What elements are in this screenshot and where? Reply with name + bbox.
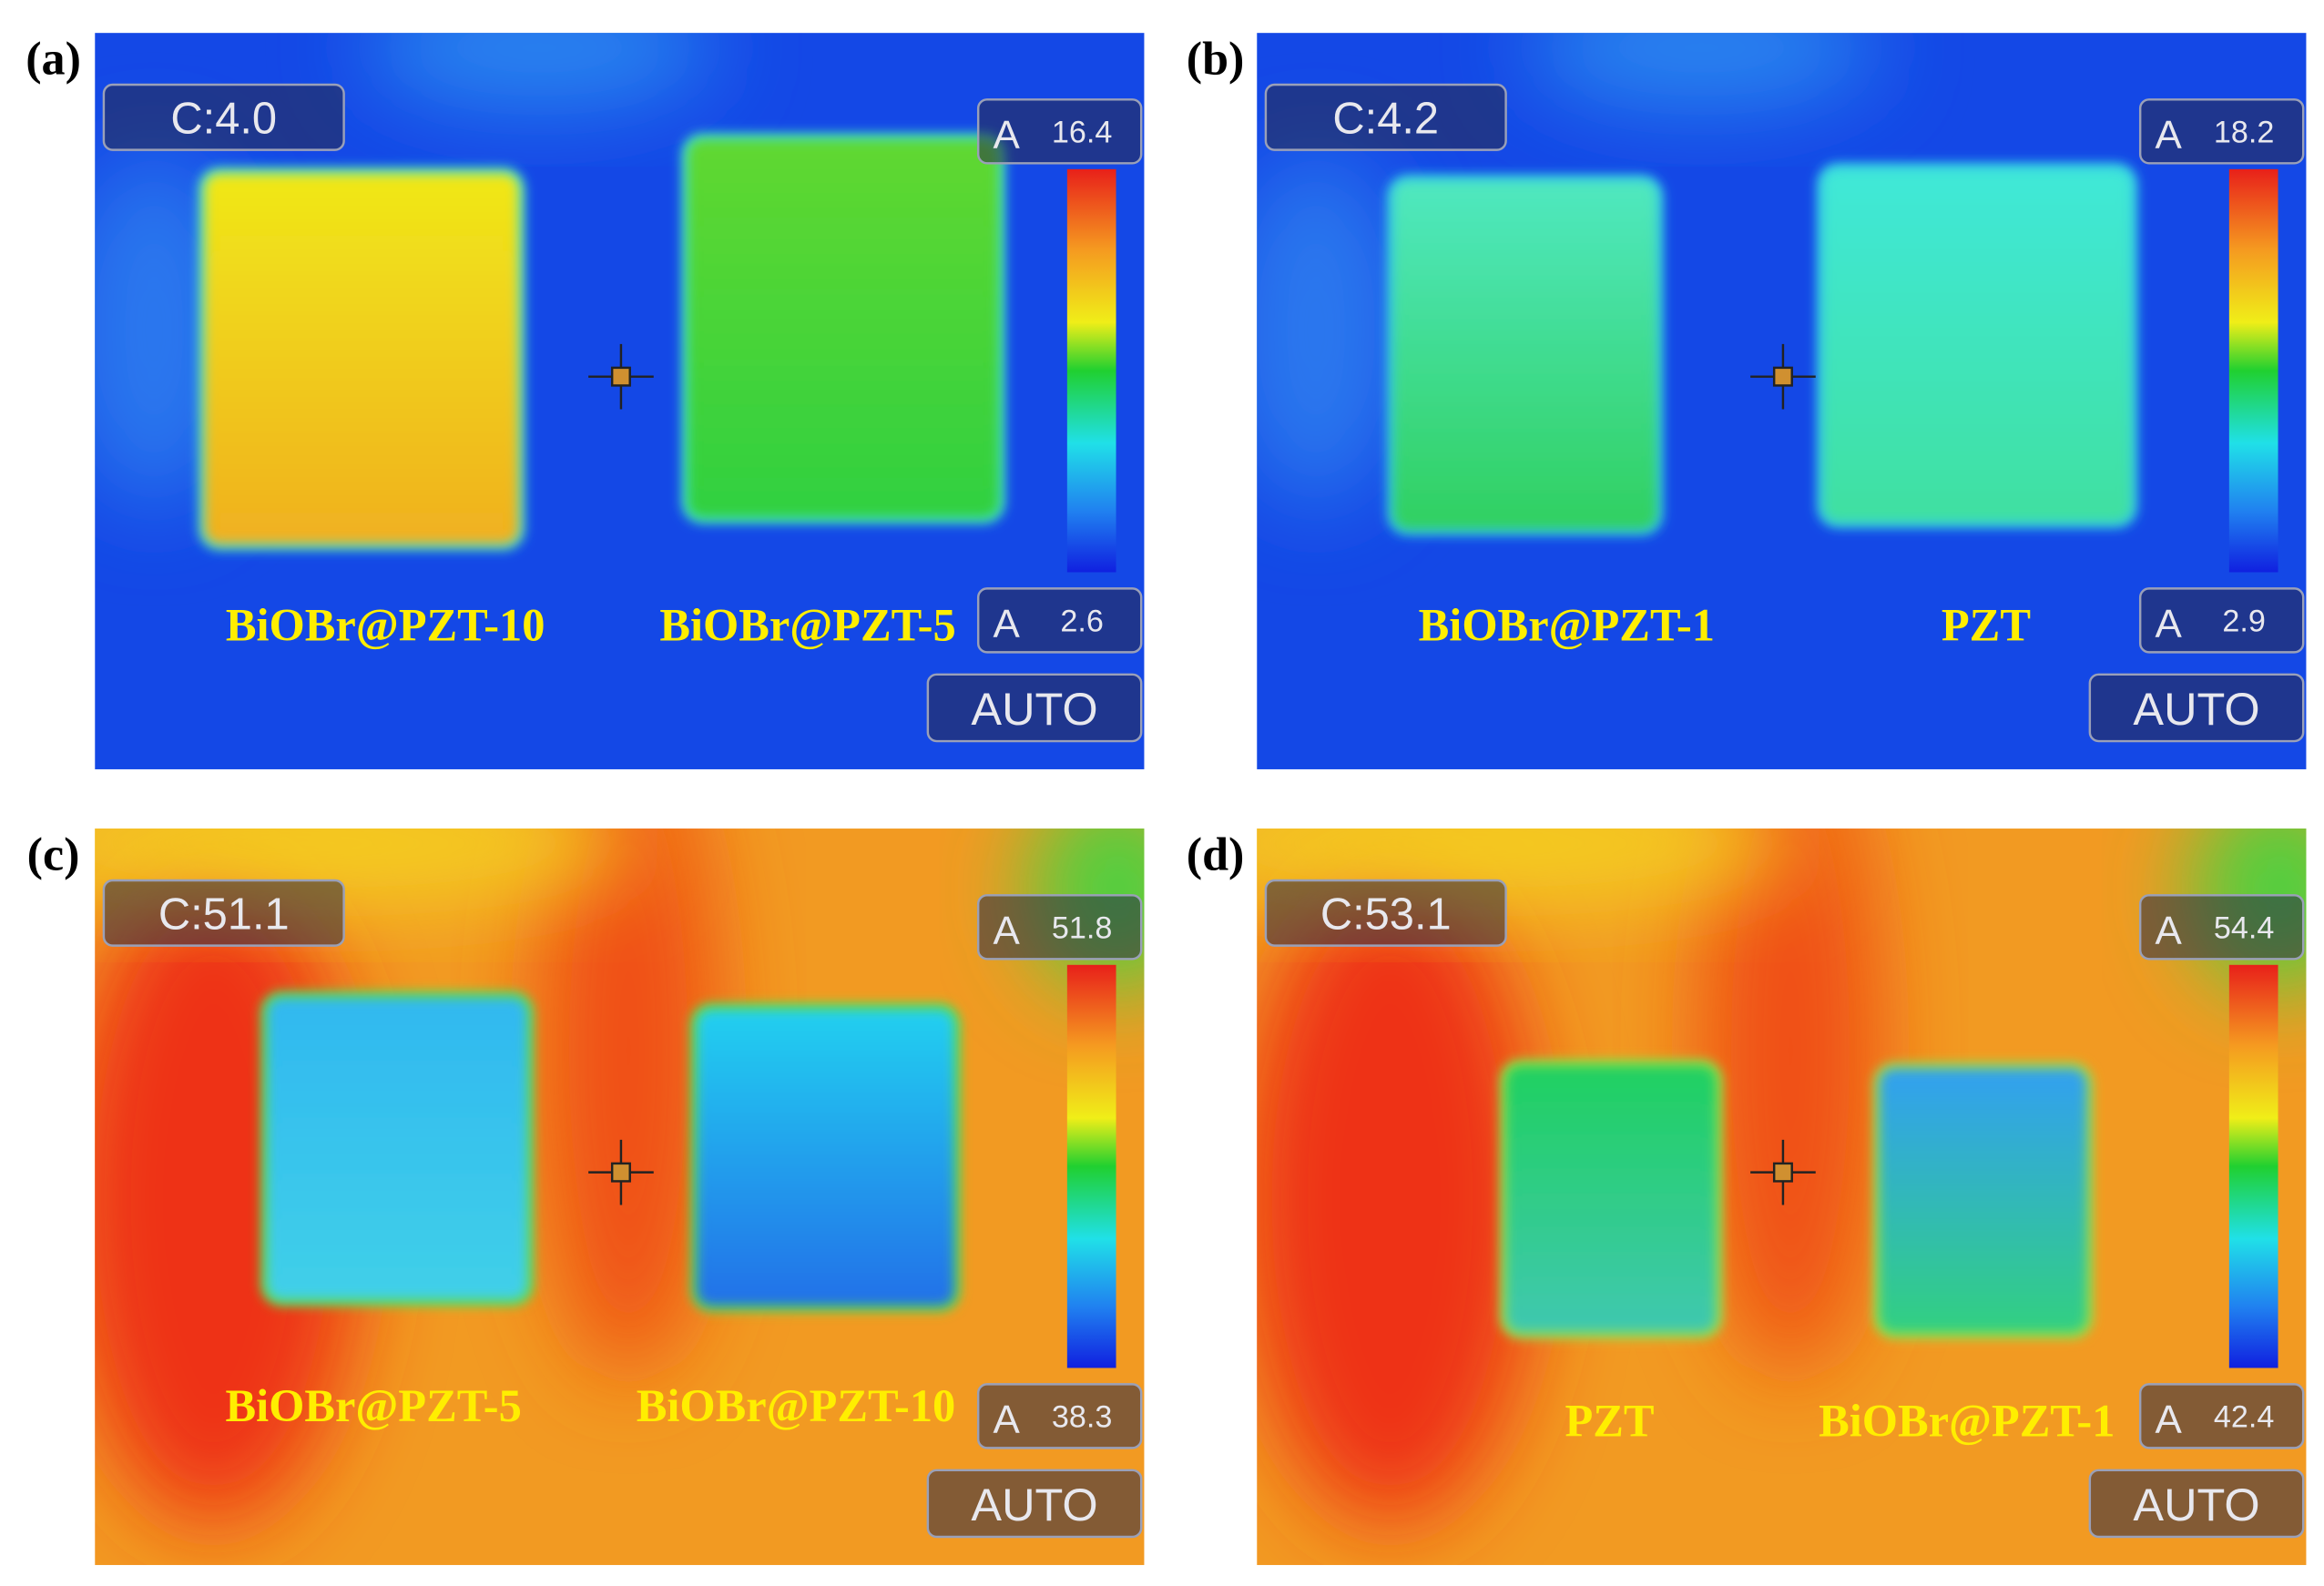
min-mode: A	[2155, 602, 2182, 646]
min-value: 42.4	[2214, 1400, 2274, 1435]
max-box	[2138, 894, 2305, 961]
min-box	[976, 587, 1143, 654]
max-mode: A	[993, 909, 1020, 953]
sample-label: PZT	[1565, 1395, 1654, 1446]
crosshair	[588, 1139, 654, 1205]
min-value: 2.9	[2222, 605, 2265, 639]
crosshair	[1750, 1139, 1816, 1205]
max-value: 54.4	[2214, 911, 2274, 946]
range-mode-box	[926, 1469, 1143, 1539]
range-mode: AUTO	[2133, 1479, 2259, 1530]
sample-label: PZT	[1942, 599, 2031, 650]
color-bar	[1066, 168, 1116, 573]
center-reading: C:53.1	[1320, 890, 1452, 940]
sample-label: BiOBr@PZT-1	[1419, 599, 1715, 650]
min-box	[976, 1383, 1143, 1449]
thermal-image: C:53.1 A 54.4 A 42.4 AUTO PZT BiOBr@PZT-1	[1257, 829, 2307, 1565]
center-reading-box	[1264, 83, 1507, 151]
range-mode: AUTO	[2133, 683, 2259, 735]
panel-label: (b)	[1187, 34, 1245, 86]
max-mode: A	[2155, 909, 2182, 953]
sample-label: BiOBr@PZT-10	[226, 599, 545, 650]
max-mode: A	[2155, 113, 2182, 158]
min-box	[2138, 1383, 2305, 1449]
min-mode: A	[2155, 1398, 2182, 1442]
color-bar	[2228, 964, 2278, 1368]
max-box	[976, 98, 1143, 165]
max-value: 51.8	[1052, 911, 1112, 946]
range-mode: AUTO	[971, 683, 1097, 735]
max-box	[976, 894, 1143, 961]
max-mode: A	[993, 113, 1020, 158]
color-bar	[1066, 964, 1116, 1368]
min-mode: A	[993, 1398, 1020, 1442]
sample-label: BiOBr@PZT-5	[659, 599, 955, 650]
center-reading-box	[1264, 879, 1507, 947]
crosshair	[1750, 343, 1816, 410]
center-reading: C:4.0	[170, 95, 277, 144]
panel-label: (d)	[1187, 829, 1245, 881]
thermal-image: C:4.2 A 18.2 A 2.9 AUTO BiOBr@PZT-1 PZT	[1257, 33, 2307, 769]
sample-label: BiOBr@PZT-1	[1819, 1395, 2115, 1446]
min-value: 38.3	[1052, 1400, 1112, 1435]
sample-label: BiOBr@PZT-5	[225, 1380, 521, 1431]
panel-label: (a)	[25, 34, 81, 86]
min-value: 2.6	[1060, 605, 1103, 639]
min-box	[2138, 587, 2305, 654]
thermal-image: C:4.0 A 16.4 A 2.6 AUTO BiOBr@PZT-10 BiOBr@PZT-…	[95, 33, 1145, 769]
center-reading: C:51.1	[158, 890, 290, 940]
center-reading: C:4.2	[1332, 95, 1439, 144]
center-reading-box	[102, 83, 345, 151]
range-mode-box	[926, 673, 1143, 743]
color-bar	[2228, 168, 2278, 573]
max-value: 18.2	[2214, 116, 2274, 150]
sample-label: BiOBr@PZT-10	[637, 1380, 956, 1431]
max-box	[2138, 98, 2305, 165]
crosshair	[588, 343, 654, 410]
min-mode: A	[993, 602, 1020, 646]
range-mode-box	[2088, 1469, 2305, 1539]
max-value: 16.4	[1052, 116, 1112, 150]
range-mode-box	[2088, 673, 2305, 743]
center-reading-box	[102, 879, 345, 947]
thermal-image: C:51.1 A 51.8 A 38.3 AUTO BiOBr@PZT-5 BiOBr@PZT…	[95, 829, 1145, 1565]
panel-label: (c)	[27, 829, 80, 881]
range-mode: AUTO	[971, 1479, 1097, 1530]
